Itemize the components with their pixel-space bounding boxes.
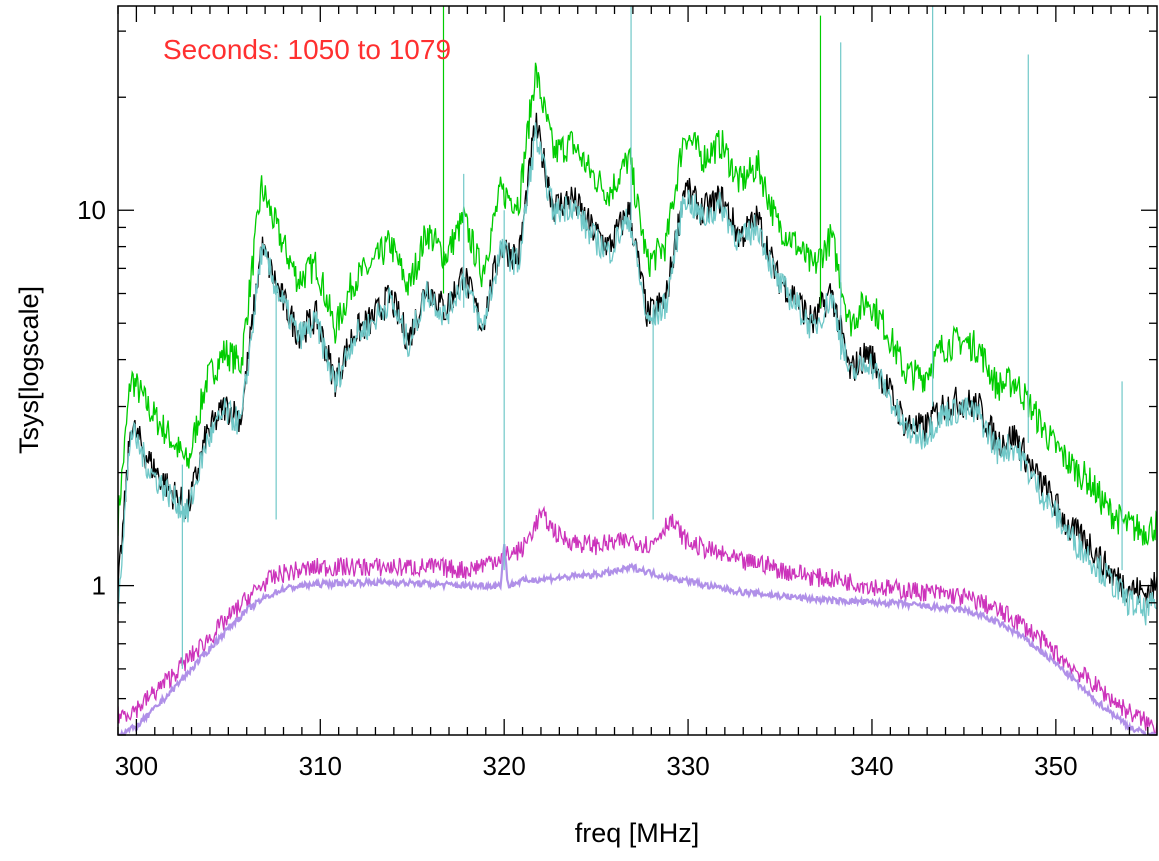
x-tick-label: 330 [666,751,709,781]
y-axis-label: Tsys[logscale] [14,286,44,454]
series-line-3 [118,122,1157,626]
x-tick-label: 350 [1034,751,1077,781]
x-tick-label: 320 [482,751,525,781]
y-tick-label: 1 [92,571,106,601]
series-line-1 [118,62,1157,546]
plot-frame [117,5,1158,736]
x-tick-label: 300 [115,751,158,781]
series-line-4 [118,505,1157,735]
x-tick-label: 340 [850,751,893,781]
tick-labels: 300 310 320 330 340 350 1 10 [77,195,1077,781]
y-tick-label: 10 [77,195,106,225]
series-line-5 [118,543,1157,735]
x-axis-label: freq [MHz] [575,818,700,848]
axis-ticks [117,6,1157,736]
seconds-annotation: Seconds: 1050 to 1079 [163,34,451,65]
x-tick-label: 310 [299,751,342,781]
series-layer [118,6,1157,735]
